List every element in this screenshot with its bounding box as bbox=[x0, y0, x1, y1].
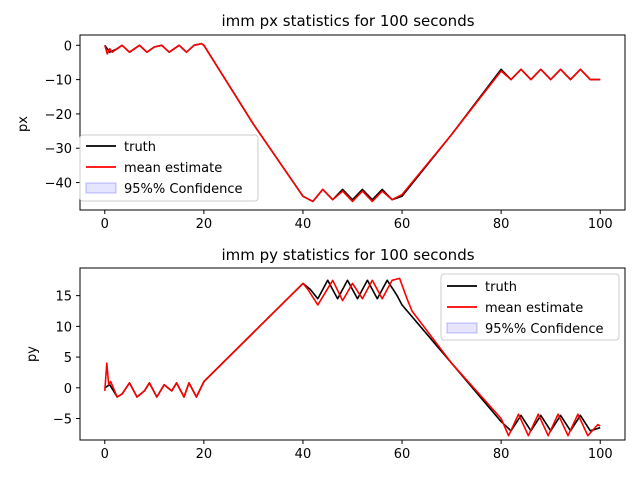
px-legend: truth mean estimate 95%% Confidence bbox=[79, 134, 259, 202]
py-x-tick-label: 20 bbox=[196, 447, 213, 462]
py-y-axis-label: py bbox=[25, 346, 40, 362]
px-chart-title: imm px statistics for 100 seconds bbox=[221, 12, 474, 30]
px-series-mean-estimate-line bbox=[104, 42, 601, 203]
py-subplot: imm py statistics for 100 seconds py 0 20… bbox=[25, 246, 626, 462]
py-series-mean-estimate-line bbox=[104, 277, 601, 437]
px-y-tick-label: −40 bbox=[45, 177, 72, 192]
px-ticks-layer: 0 20 40 60 80 100 0 −10 −20 −30 −40 bbox=[45, 39, 613, 232]
px-x-tick-label: 20 bbox=[196, 217, 213, 232]
py-plot-frame bbox=[79, 267, 626, 441]
py-y-tick-label: 10 bbox=[55, 320, 72, 335]
px-y-tick-label: −30 bbox=[45, 142, 72, 157]
px-legend-truth-label: truth bbox=[124, 140, 156, 155]
py-x-tick-label: 100 bbox=[588, 447, 613, 462]
px-subplot: imm px statistics for 100 seconds px 0 20… bbox=[16, 12, 626, 232]
py-legend-confidence-swatch bbox=[446, 322, 478, 334]
px-legend-box bbox=[79, 134, 259, 202]
px-x-tick-label: 80 bbox=[493, 217, 510, 232]
py-legend-truth-label: truth bbox=[485, 280, 517, 295]
px-legend-confidence-swatch bbox=[85, 182, 117, 194]
px-x-tick-label: 40 bbox=[295, 217, 312, 232]
py-ticks-layer: 0 20 40 60 80 100 15 10 5 0 −5 bbox=[53, 290, 613, 462]
py-x-tick-label: 0 bbox=[101, 447, 109, 462]
py-x-tick-label: 60 bbox=[394, 447, 411, 462]
py-chart-title: imm py statistics for 100 seconds bbox=[221, 246, 474, 264]
py-y-tick-label: 15 bbox=[55, 290, 72, 305]
px-x-tick-label: 0 bbox=[101, 217, 109, 232]
py-y-tick-label: 5 bbox=[64, 351, 72, 366]
px-y-tick-label: −20 bbox=[45, 108, 72, 123]
px-y-tick-label: −10 bbox=[45, 74, 72, 89]
py-y-tick-label: 0 bbox=[64, 382, 72, 397]
px-plot-frame bbox=[79, 34, 626, 211]
py-y-tick-label: −5 bbox=[53, 413, 72, 428]
py-legend-box bbox=[440, 273, 620, 341]
py-legend: truth mean estimate 95%% Confidence bbox=[440, 273, 620, 341]
py-legend-confidence-label: 95%% Confidence bbox=[485, 322, 603, 337]
py-legend-estimate-label: mean estimate bbox=[485, 301, 583, 316]
px-legend-estimate-label: mean estimate bbox=[124, 161, 222, 176]
px-x-tick-label: 60 bbox=[394, 217, 411, 232]
px-y-axis-label: px bbox=[16, 116, 31, 132]
px-series-layer bbox=[104, 42, 601, 203]
px-y-tick-label: 0 bbox=[64, 39, 72, 54]
px-x-tick-label: 100 bbox=[588, 217, 613, 232]
py-series-layer bbox=[104, 277, 601, 437]
py-x-tick-label: 40 bbox=[295, 447, 312, 462]
py-x-tick-label: 80 bbox=[493, 447, 510, 462]
px-legend-confidence-label: 95%% Confidence bbox=[124, 182, 242, 197]
